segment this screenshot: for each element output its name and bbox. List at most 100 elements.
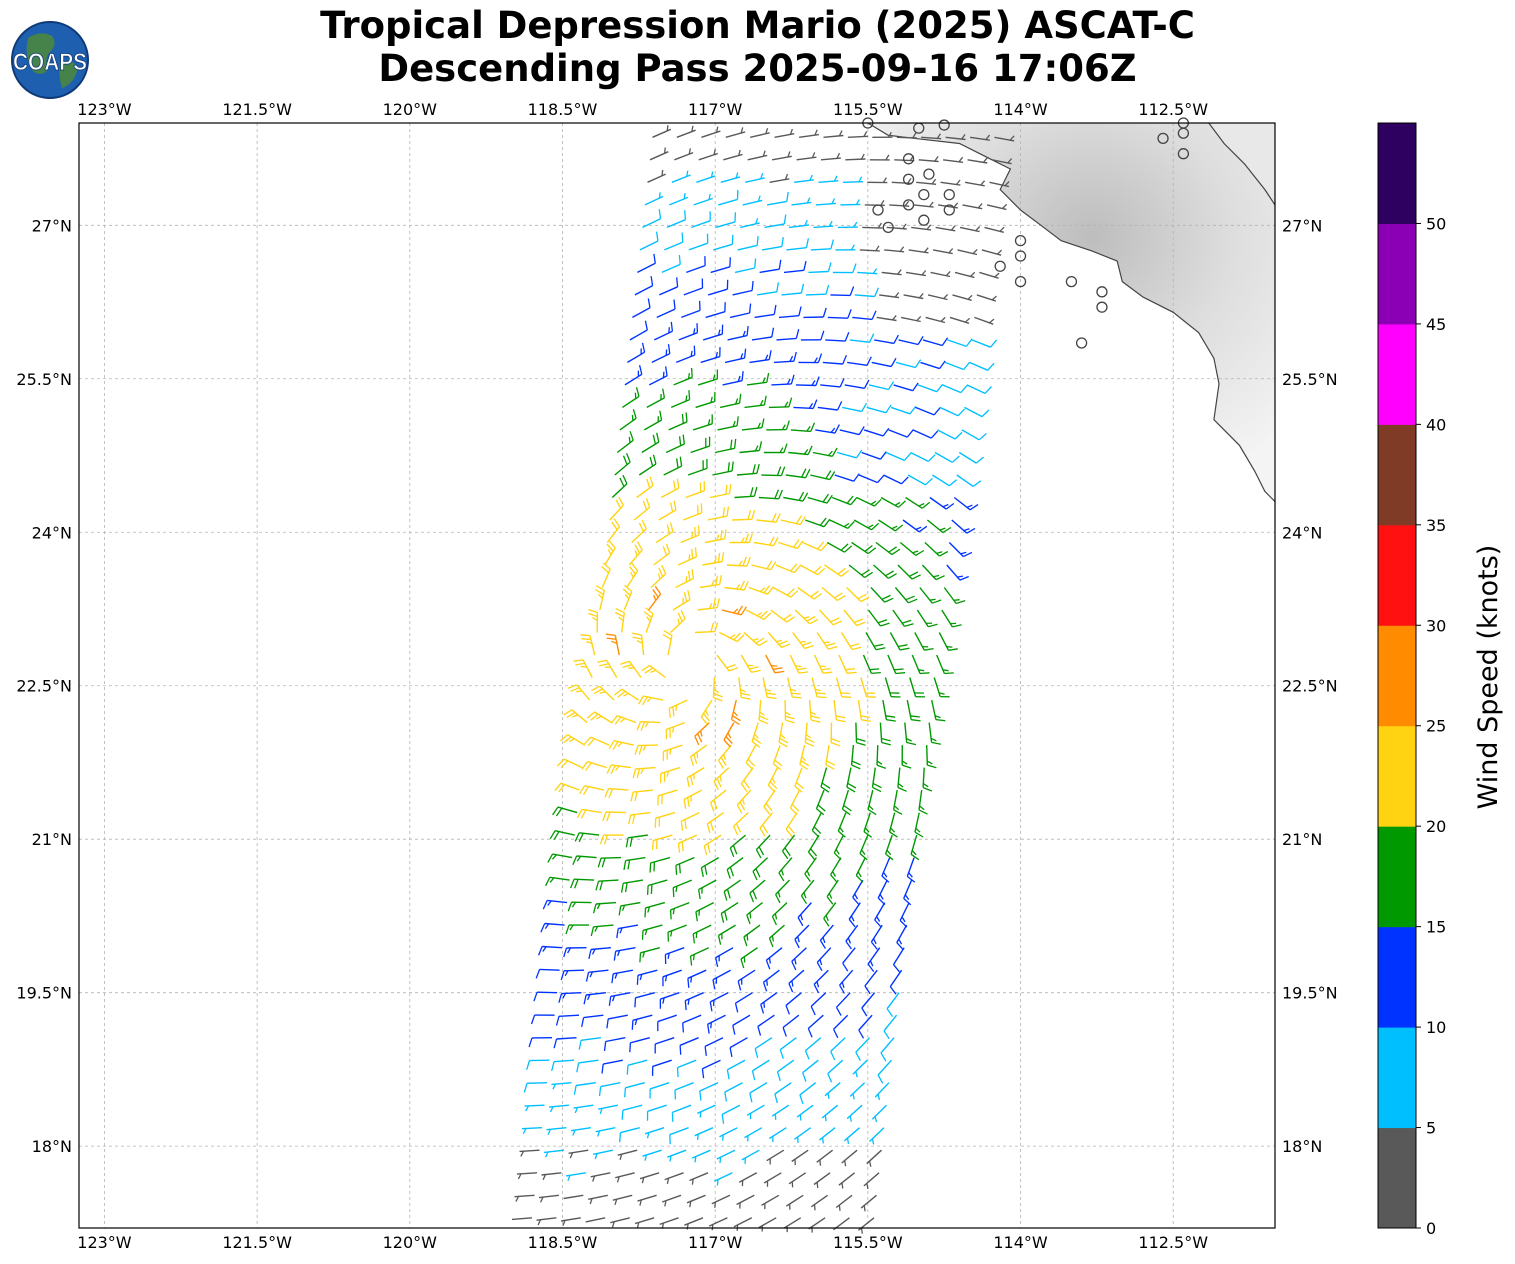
wind-barb (871, 1104, 887, 1123)
barb-half-feather (611, 640, 618, 644)
title-line-1: Tropical Depression Mario (2025) ASCAT-C (320, 4, 1195, 47)
barb-half-feather (852, 1093, 855, 1100)
wind-barb (959, 226, 981, 233)
colorbar-tick-label: 50 (1426, 214, 1446, 233)
barb-half-feather (803, 892, 807, 899)
barb-half-feather (955, 179, 961, 185)
wind-barb (913, 201, 934, 208)
barb-full-feather (617, 690, 626, 698)
wind-barb (655, 522, 674, 544)
barb-full-feather (829, 471, 836, 480)
barb-shaft (861, 451, 881, 460)
wind-barb (558, 992, 582, 1003)
wind-barb (846, 586, 870, 603)
barb-full-feather (805, 238, 810, 248)
wind-barb (689, 1172, 709, 1185)
wind-barb (821, 586, 846, 602)
barb-full-feather (766, 560, 773, 570)
barb-full-feather (590, 685, 601, 692)
wind-barb (652, 834, 673, 851)
barb-shaft (842, 406, 862, 413)
barb-shaft (817, 406, 838, 411)
wind-barb (820, 378, 845, 388)
barb-half-feather (663, 147, 666, 154)
barb-shaft (558, 1014, 580, 1017)
barb-half-feather (855, 1071, 858, 1078)
wind-barb (740, 947, 758, 969)
barb-full-feather (713, 696, 723, 702)
wind-barb (594, 585, 605, 611)
wind-barb (786, 238, 810, 251)
barb-full-feather (807, 1028, 813, 1038)
wind-barb (792, 632, 814, 650)
barb-shaft (944, 361, 964, 371)
barb-full-feather (680, 821, 684, 831)
wind-barb (675, 856, 695, 875)
barb-full-feather (810, 590, 819, 598)
barb-full-feather (736, 634, 745, 642)
wind-barb (605, 633, 620, 656)
barb-full-feather (816, 692, 826, 695)
barb-half-feather (749, 912, 752, 919)
wind-barb (899, 541, 925, 556)
barb-half-feather (675, 886, 678, 892)
barb-shaft (578, 1059, 599, 1064)
barb-half-feather (708, 602, 713, 609)
wind-barb (679, 1037, 699, 1055)
wind-barb (673, 367, 693, 386)
barb-shaft (871, 361, 892, 368)
barb-half-feather (562, 1220, 566, 1227)
barb-full-feather (859, 853, 868, 861)
barb-full-feather (893, 809, 903, 815)
barb-full-feather (608, 996, 612, 1006)
barb-half-feather (568, 738, 575, 743)
barb-shaft (947, 339, 967, 348)
barb-full-feather (803, 260, 807, 271)
wind-barb (706, 812, 725, 834)
barb-full-feather (666, 524, 671, 534)
wind-barb (616, 924, 639, 939)
lat-tick-label-right: 25.5°N (1282, 370, 1338, 389)
barb-shaft (834, 474, 854, 482)
barb-half-feather (918, 502, 925, 507)
barb-full-feather (700, 716, 708, 725)
wind-barb (804, 517, 831, 528)
wind-barb (919, 587, 942, 604)
barb-half-feather (738, 560, 743, 566)
barb-half-feather (880, 199, 885, 206)
calm-circle (1096, 301, 1108, 313)
barb-full-feather (798, 671, 809, 674)
barb-full-feather (581, 1017, 585, 1028)
barb-half-feather (666, 771, 670, 777)
wind-barb (939, 406, 966, 417)
barb-shaft (677, 1059, 697, 1069)
barb-full-feather (820, 330, 825, 340)
wind-barb (781, 283, 805, 296)
wind-barb (815, 198, 836, 206)
colorbar-tick-label: 25 (1426, 717, 1446, 736)
baja-coastline (867, 122, 1276, 503)
wind-barb (875, 541, 901, 556)
wind-barb (583, 992, 606, 1005)
barb-full-feather (642, 696, 648, 706)
barb-full-feather (697, 525, 700, 536)
barb-full-feather (866, 356, 872, 366)
barb-full-feather (905, 595, 915, 601)
barb-full-feather (944, 672, 954, 675)
wind-barb (803, 307, 827, 319)
barb-half-feather (515, 1196, 520, 1202)
barb-full-feather (888, 573, 897, 579)
wind-barb (881, 269, 902, 276)
barb-full-feather (795, 329, 800, 339)
colorbar-tick-label: 30 (1426, 616, 1446, 635)
barb-full-feather (638, 745, 643, 755)
barb-full-feather (583, 736, 592, 745)
barb-full-feather (951, 455, 960, 463)
barb-full-feather (765, 960, 771, 970)
wind-barb (714, 1172, 733, 1186)
wind-barb (675, 345, 696, 364)
barb-full-feather (918, 809, 928, 815)
barb-full-feather (785, 828, 793, 838)
barb-shaft (718, 198, 738, 206)
wind-barb (608, 992, 631, 1006)
